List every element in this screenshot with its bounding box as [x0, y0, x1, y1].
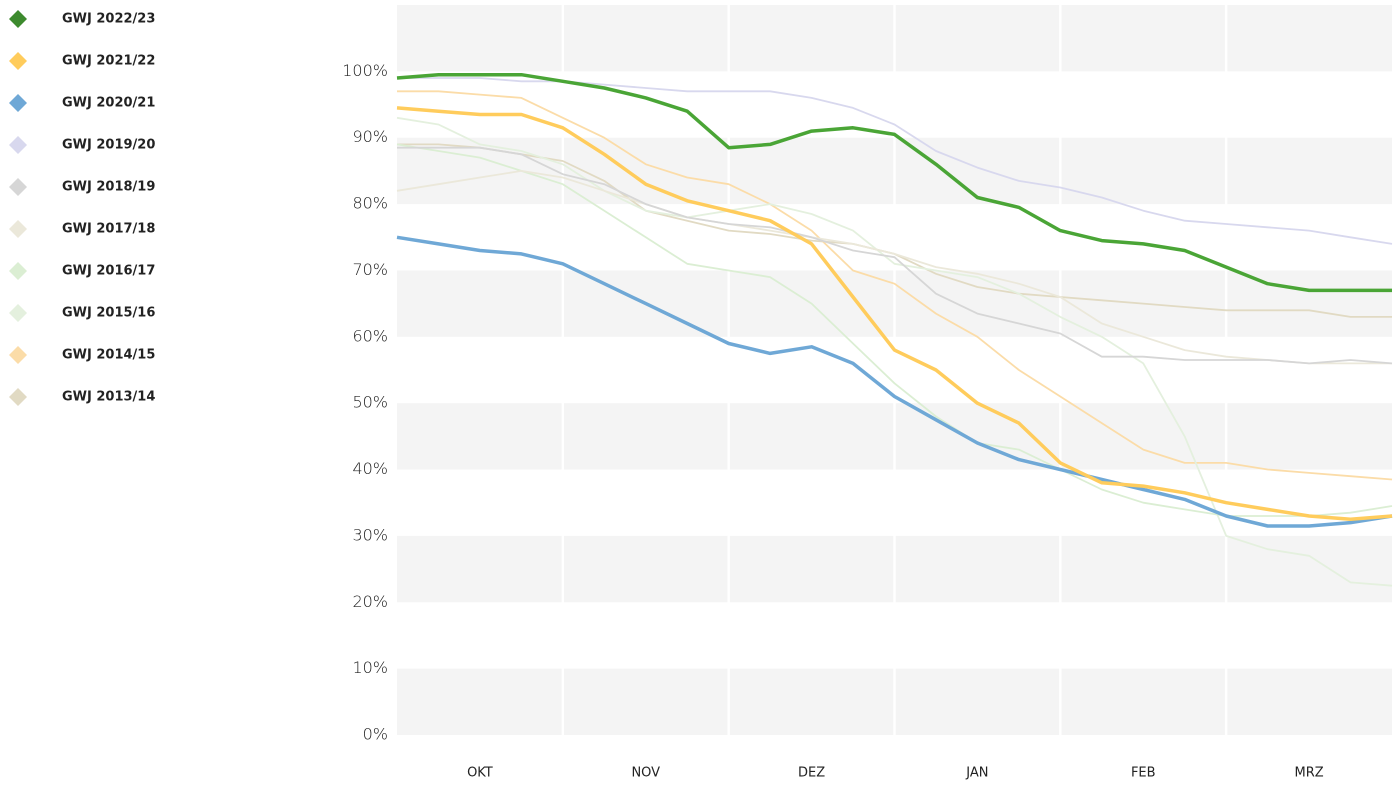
x-tick-label: JAN [965, 766, 988, 781]
legend-marker [9, 262, 27, 280]
y-tick-label: 30% [352, 525, 388, 544]
legend-marker [9, 304, 27, 322]
legend-marker [9, 388, 27, 406]
legend-marker [9, 178, 27, 196]
legend-label: GWJ 2022/23 [62, 12, 155, 27]
series-line [396, 106, 1393, 522]
x-tick-label: OKT [467, 766, 493, 781]
y-tick-label: 80% [352, 194, 388, 213]
series-line [396, 116, 1393, 587]
legend-label: GWJ 2013/14 [62, 390, 155, 405]
series-line [396, 72, 1392, 293]
legend-marker [9, 220, 27, 238]
legend-label: GWJ 2018/19 [62, 180, 155, 195]
series-line [397, 90, 1393, 481]
legend-label: GWJ 2021/22 [62, 54, 155, 69]
legend-label: GWJ 2020/21 [62, 96, 155, 111]
y-tick-label: 100% [342, 61, 388, 80]
y-tick-label: 70% [352, 260, 388, 279]
y-tick-label: 60% [352, 326, 388, 345]
legend-marker [9, 346, 27, 364]
series-line [396, 170, 1392, 365]
y-tick-label: 50% [352, 393, 388, 412]
y-tick-label: 0% [363, 725, 388, 744]
y-tick-label: 40% [352, 459, 388, 478]
series-line [396, 235, 1393, 528]
legend-label: GWJ 2016/17 [62, 264, 155, 279]
legend-marker [9, 136, 27, 154]
x-tick-label: DEZ [798, 766, 825, 781]
legend-marker [9, 94, 27, 112]
y-tick-label: 10% [352, 658, 388, 677]
x-tick-label: MRZ [1295, 766, 1324, 781]
legend-label: GWJ 2017/18 [62, 222, 155, 237]
x-tick-label: FEB [1131, 766, 1156, 781]
legend-label: GWJ 2015/16 [62, 306, 155, 321]
legend-label: GWJ 2014/15 [62, 348, 155, 363]
x-tick-label: NOV [631, 766, 660, 781]
legend-marker [9, 52, 27, 70]
legend-label: GWJ 2019/20 [62, 138, 155, 153]
y-tick-label: 90% [352, 127, 388, 146]
y-tick-label: 20% [352, 592, 388, 611]
legend-marker [9, 10, 27, 28]
series-line [397, 146, 1393, 365]
